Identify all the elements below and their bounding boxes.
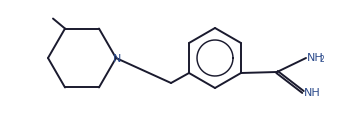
Text: NH: NH (304, 88, 321, 98)
Text: NH: NH (307, 53, 324, 63)
Text: N: N (113, 54, 121, 64)
Text: 2: 2 (319, 56, 324, 64)
